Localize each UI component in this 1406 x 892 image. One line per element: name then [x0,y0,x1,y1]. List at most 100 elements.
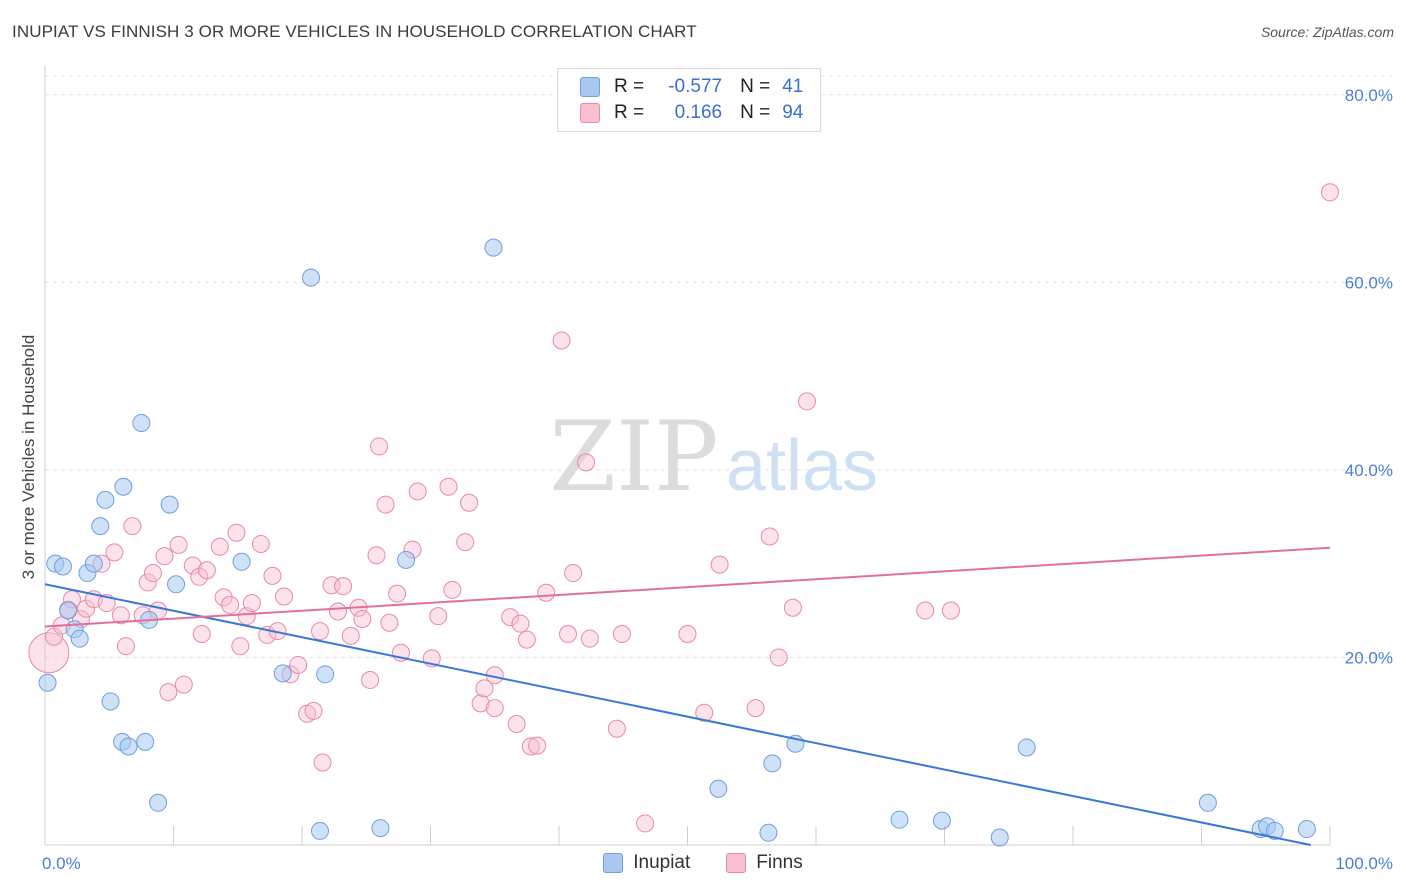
inupiat-point [397,550,416,569]
finns-point [636,814,655,833]
chart-title: INUPIAT VS FINNISH 3 OR MORE VEHICLES IN… [12,22,697,41]
inupiat-point [932,811,951,830]
finns-point [334,577,353,596]
finns-point [429,607,448,626]
finns-point [408,482,427,501]
inupiat-point [136,732,155,751]
inupiat-point [96,490,115,509]
finns-swatch [580,103,600,123]
y-axis-label: 3 or more Vehicles in Household [19,335,38,580]
inupiat-point [371,819,390,838]
finns-point [231,637,250,656]
finns-point [558,624,577,643]
finns-point [798,392,817,411]
series-legend: Inupiat Finns [0,852,1406,874]
inupiat-point [1297,820,1316,839]
finns-point [769,648,788,667]
finns-point [353,609,372,628]
n-label: N = [740,102,771,123]
finns-point [190,567,209,586]
inupiat-point [709,779,728,798]
inupiat-point [273,664,292,683]
finns-point [341,626,360,645]
y-tick-label: 40.0% [1345,461,1393,480]
finns-point [183,556,202,575]
finns-point [210,537,229,556]
finns-point [376,495,395,514]
finns-point [28,632,70,674]
inupiat-point [310,821,329,840]
finns-point [607,719,626,738]
finns-point [313,753,332,772]
finns-point [475,679,494,698]
inupiat-point [101,692,120,711]
finns-point [263,566,282,585]
x-tick-label: 0.0% [42,854,81,873]
finns-point [123,517,142,536]
finns-point [174,675,193,694]
y-tick-label: 20.0% [1345,648,1393,667]
inupiat-point [70,629,89,648]
inupiat-point [763,754,782,773]
inupiat-point [1198,793,1217,812]
inupiat-point [84,554,103,573]
inupiat-point [38,673,57,692]
finns-point [169,535,188,554]
trend-lines [44,546,1331,846]
inupiat-swatch [580,77,600,97]
finns-point [367,546,386,565]
finns-point [111,606,130,625]
finns-point [521,737,540,756]
inupiat-point [484,238,503,257]
finns-point [304,701,323,720]
finns-point [138,573,157,592]
inupiat-point [1265,821,1284,840]
finns-point [105,543,124,562]
finns-legend-swatch [726,853,747,873]
finns-point [678,624,697,643]
finns-point [289,655,308,674]
finns-point [197,561,216,580]
inupiat-point [890,810,909,829]
finns-point [275,587,294,606]
inupiat-point [132,413,151,432]
finns-point [380,613,399,632]
inupiat-point [160,495,179,514]
inupiat-point [759,823,778,842]
finns-point [192,624,211,643]
legend-item-inupiat[interactable]: Inupiat [603,852,690,874]
inupiat-point [59,601,78,620]
inupiat-point [53,557,72,576]
watermark-atlas: atlas [726,426,878,506]
finns-point [370,437,389,456]
finns-point [361,670,380,689]
inupiat-point [301,268,320,287]
finns-point [537,583,556,602]
inupiat-trend-line [44,583,1311,846]
finns-point [388,584,407,603]
inupiat-legend-swatch [603,853,624,873]
inupiat-point [232,552,251,571]
finns-trend-line [44,546,1331,628]
inupiat-point [1017,738,1036,757]
legend-row-finns: R = 0.166 N = 94 [580,100,803,126]
finns-point [214,588,233,607]
legend-item-finns[interactable]: Finns [726,852,803,874]
finns-point [471,694,490,713]
finns-point [916,601,935,620]
finns-point [695,703,714,722]
finns-point [485,699,504,718]
finns-point [310,622,329,641]
finns-point [1321,183,1339,202]
finns-point [439,477,458,496]
correlation-legend: R = -0.577 N = 41 R = 0.166 N = 94 [557,68,821,132]
finns-point [511,614,530,633]
watermark: ZIP atlas [549,401,878,513]
n-value: 41 [782,76,804,97]
finns-point [221,595,240,614]
legend-row-inupiat: R = -0.577 N = 41 [580,74,803,100]
finns-point [576,453,595,472]
inupiat-point [114,477,133,496]
finns-point [507,715,526,734]
